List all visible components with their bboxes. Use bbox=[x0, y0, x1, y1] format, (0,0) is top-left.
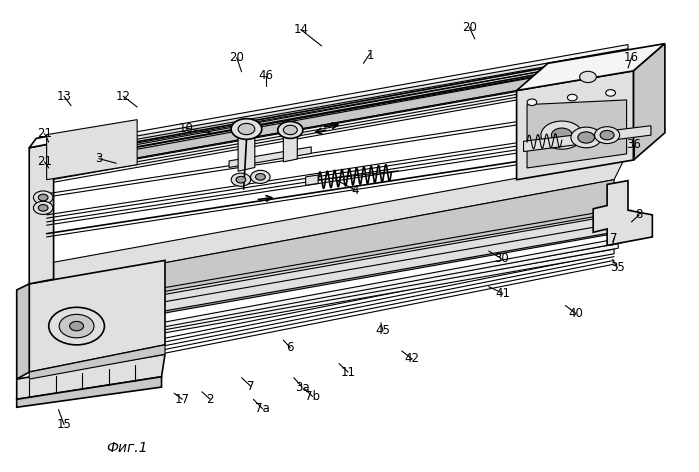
Text: 13: 13 bbox=[57, 90, 71, 103]
Polygon shape bbox=[36, 286, 123, 354]
Polygon shape bbox=[29, 261, 165, 372]
Circle shape bbox=[38, 194, 48, 201]
Circle shape bbox=[251, 170, 270, 184]
Circle shape bbox=[527, 99, 537, 106]
Circle shape bbox=[571, 127, 602, 148]
Circle shape bbox=[38, 204, 48, 211]
Text: 8: 8 bbox=[635, 208, 643, 221]
Circle shape bbox=[70, 321, 84, 331]
Polygon shape bbox=[43, 229, 614, 335]
Text: 3: 3 bbox=[95, 152, 103, 165]
Polygon shape bbox=[305, 175, 318, 185]
Text: 1: 1 bbox=[367, 49, 374, 62]
Polygon shape bbox=[36, 278, 136, 291]
Polygon shape bbox=[43, 159, 624, 285]
Text: 35: 35 bbox=[610, 261, 625, 274]
Circle shape bbox=[49, 307, 104, 345]
Polygon shape bbox=[47, 44, 628, 152]
Text: 12: 12 bbox=[116, 90, 131, 103]
Circle shape bbox=[568, 94, 577, 101]
Text: 7b: 7b bbox=[305, 390, 320, 403]
Text: 10: 10 bbox=[178, 122, 194, 135]
Polygon shape bbox=[60, 244, 618, 349]
Polygon shape bbox=[29, 143, 54, 284]
Text: 21: 21 bbox=[37, 127, 52, 140]
Circle shape bbox=[578, 132, 595, 143]
Polygon shape bbox=[77, 238, 622, 343]
Polygon shape bbox=[43, 249, 614, 354]
Polygon shape bbox=[43, 180, 614, 330]
Polygon shape bbox=[593, 181, 652, 245]
Circle shape bbox=[231, 173, 251, 186]
Text: 16: 16 bbox=[624, 51, 639, 64]
Circle shape bbox=[256, 174, 265, 180]
Polygon shape bbox=[633, 43, 665, 160]
Polygon shape bbox=[47, 71, 628, 179]
Circle shape bbox=[595, 126, 619, 143]
Polygon shape bbox=[47, 119, 137, 180]
Polygon shape bbox=[43, 210, 631, 332]
Text: 36: 36 bbox=[626, 138, 641, 151]
Text: 17: 17 bbox=[175, 393, 190, 406]
Circle shape bbox=[59, 314, 94, 338]
Text: 14: 14 bbox=[294, 23, 308, 36]
Text: 30: 30 bbox=[494, 252, 509, 265]
Polygon shape bbox=[17, 354, 165, 399]
Text: 3a: 3a bbox=[295, 380, 310, 394]
Text: Фиг.1: Фиг.1 bbox=[106, 441, 147, 455]
Circle shape bbox=[600, 130, 614, 140]
Text: 11: 11 bbox=[340, 366, 356, 379]
Circle shape bbox=[34, 201, 53, 214]
Text: 42: 42 bbox=[405, 353, 419, 365]
Circle shape bbox=[278, 121, 303, 138]
Text: 40: 40 bbox=[568, 307, 583, 320]
Text: 41: 41 bbox=[495, 287, 510, 300]
Polygon shape bbox=[517, 71, 633, 180]
Text: 6: 6 bbox=[287, 341, 294, 354]
Text: 2: 2 bbox=[206, 393, 214, 406]
Polygon shape bbox=[17, 377, 161, 407]
Text: 45: 45 bbox=[375, 324, 390, 337]
Circle shape bbox=[541, 121, 583, 149]
Polygon shape bbox=[229, 147, 311, 168]
Circle shape bbox=[606, 90, 615, 96]
Polygon shape bbox=[517, 43, 665, 91]
Polygon shape bbox=[527, 100, 626, 168]
Circle shape bbox=[283, 125, 297, 135]
Text: 4: 4 bbox=[352, 184, 359, 196]
Circle shape bbox=[238, 123, 255, 135]
Circle shape bbox=[236, 177, 246, 183]
Polygon shape bbox=[524, 126, 651, 152]
Text: 7: 7 bbox=[610, 232, 618, 245]
Polygon shape bbox=[47, 60, 628, 174]
Text: 15: 15 bbox=[57, 418, 71, 431]
Polygon shape bbox=[29, 345, 165, 379]
Polygon shape bbox=[283, 131, 297, 162]
Circle shape bbox=[552, 128, 572, 142]
Text: 20: 20 bbox=[462, 21, 477, 34]
Text: 46: 46 bbox=[259, 69, 273, 82]
Circle shape bbox=[579, 71, 596, 83]
Text: 7: 7 bbox=[247, 379, 254, 393]
Text: 20: 20 bbox=[229, 51, 244, 64]
Text: 21: 21 bbox=[37, 155, 52, 169]
Polygon shape bbox=[17, 284, 29, 379]
Polygon shape bbox=[29, 134, 61, 148]
Polygon shape bbox=[47, 72, 628, 184]
Text: 7a: 7a bbox=[255, 402, 270, 415]
Polygon shape bbox=[47, 48, 628, 163]
Circle shape bbox=[34, 191, 53, 204]
Polygon shape bbox=[238, 131, 255, 171]
Circle shape bbox=[231, 118, 262, 139]
